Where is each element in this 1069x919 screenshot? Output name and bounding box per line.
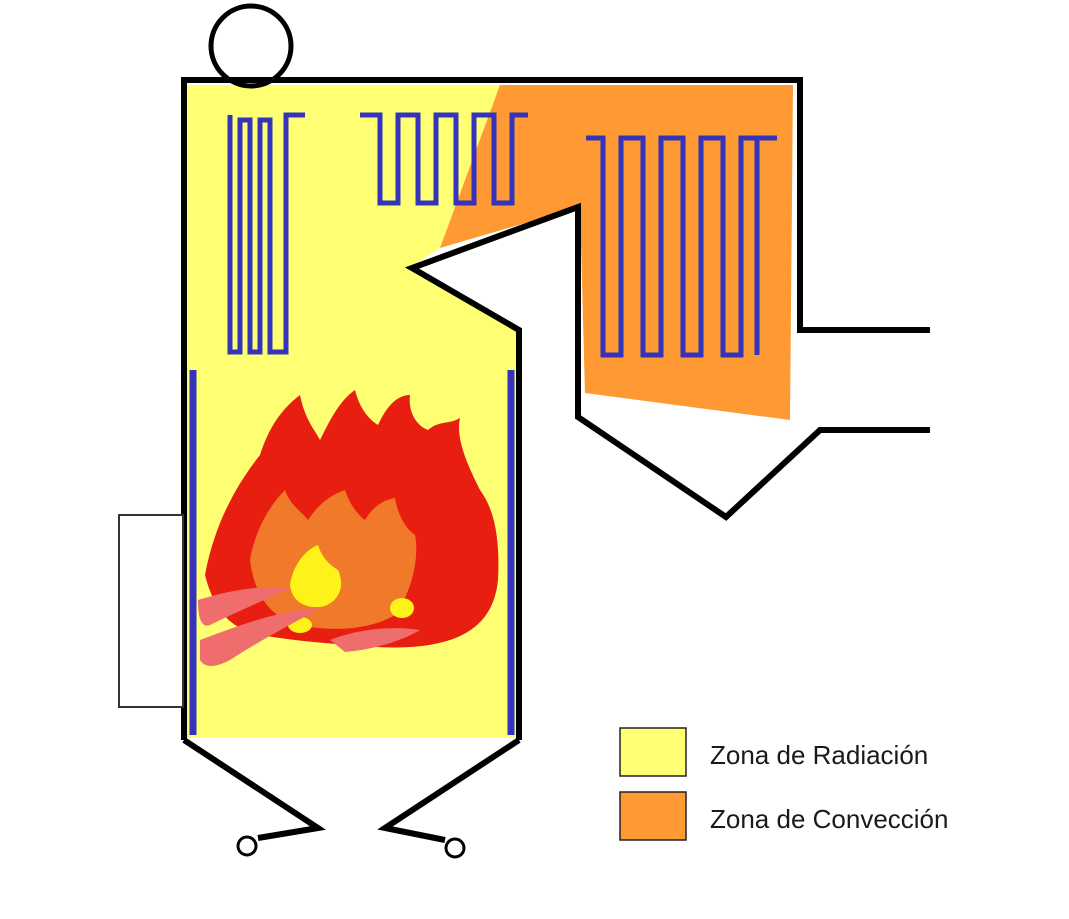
superheater-coil-1 — [227, 112, 305, 355]
legend: Zona de Radiación Zona de Convección — [619, 727, 948, 841]
hopper-right — [377, 737, 521, 843]
burner-box-icon — [118, 514, 184, 708]
legend-swatch-radiation — [619, 727, 687, 777]
flame-icon — [198, 390, 499, 666]
legend-swatch-convection — [619, 791, 687, 841]
ash-outlet-icon — [444, 837, 466, 859]
convection-coil — [586, 135, 777, 358]
furnace-left-wall — [181, 77, 930, 740]
legend-label-radiation: Zona de Radiación — [710, 740, 928, 770]
superheater-coil-2 — [360, 112, 528, 206]
legend-label-convection: Zona de Convección — [710, 804, 948, 834]
hopper-left — [182, 737, 327, 841]
ash-outlet-icon — [236, 835, 258, 857]
steam-drum-icon — [208, 3, 294, 89]
baffle-wall — [404, 202, 930, 740]
convection-zone-area — [440, 85, 793, 420]
